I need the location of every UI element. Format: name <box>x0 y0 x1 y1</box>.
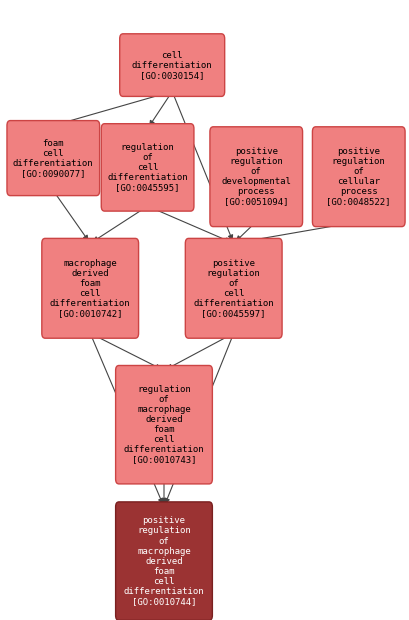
FancyBboxPatch shape <box>115 366 212 484</box>
FancyBboxPatch shape <box>119 33 224 96</box>
FancyBboxPatch shape <box>42 239 138 339</box>
Text: positive
regulation
of
cellular
process
[GO:0048522]: positive regulation of cellular process … <box>326 147 390 206</box>
Text: positive
regulation
of
developmental
process
[GO:0051094]: positive regulation of developmental pro… <box>221 147 290 206</box>
Text: regulation
of
cell
differentiation
[GO:0045595]: regulation of cell differentiation [GO:0… <box>107 143 187 192</box>
Text: cell
differentiation
[GO:0030154]: cell differentiation [GO:0030154] <box>132 51 212 79</box>
FancyBboxPatch shape <box>185 239 281 339</box>
Text: macrophage
derived
foam
cell
differentiation
[GO:0010742]: macrophage derived foam cell differentia… <box>50 259 130 318</box>
FancyBboxPatch shape <box>312 127 404 227</box>
FancyBboxPatch shape <box>7 120 99 196</box>
Text: foam
cell
differentiation
[GO:0090077]: foam cell differentiation [GO:0090077] <box>13 138 93 178</box>
FancyBboxPatch shape <box>101 124 193 211</box>
FancyBboxPatch shape <box>115 502 212 620</box>
Text: positive
regulation
of
cell
differentiation
[GO:0045597]: positive regulation of cell differentiat… <box>193 259 273 318</box>
Text: regulation
of
macrophage
derived
foam
cell
differentiation
[GO:0010743]: regulation of macrophage derived foam ce… <box>124 385 204 464</box>
FancyBboxPatch shape <box>209 127 302 227</box>
Text: positive
regulation
of
macrophage
derived
foam
cell
differentiation
[GO:0010744]: positive regulation of macrophage derive… <box>124 516 204 606</box>
